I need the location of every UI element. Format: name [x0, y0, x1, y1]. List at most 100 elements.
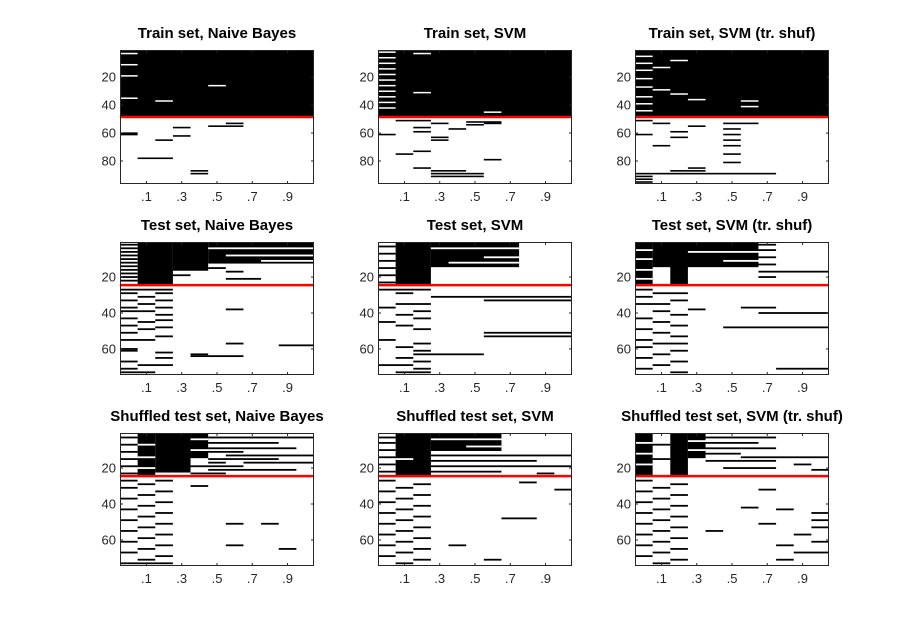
- filled-cell: [190, 485, 209, 487]
- filled-cell: [635, 175, 653, 178]
- filled-cell: [635, 346, 653, 349]
- y-tick-label: 40: [102, 496, 116, 511]
- subplot-title: Shuffled test set, Naive Bayes: [110, 408, 323, 425]
- filled-cell: [155, 139, 173, 141]
- empty-cell: [208, 247, 314, 250]
- x-tick-label: .5: [727, 571, 738, 586]
- filled-cell: [740, 306, 777, 309]
- filled-block: [172, 242, 209, 271]
- y-tick-label: 20: [360, 270, 374, 285]
- filled-cell: [635, 339, 653, 341]
- filled-cell: [758, 488, 777, 491]
- filled-cell: [225, 277, 262, 280]
- filled-cell: [378, 281, 396, 284]
- filled-cell: [705, 441, 759, 444]
- x-tick-label: .5: [212, 571, 223, 586]
- filled-cell: [208, 450, 244, 453]
- empty-cell: [635, 268, 653, 271]
- filled-cell: [430, 295, 572, 298]
- filled-cell: [137, 526, 156, 529]
- filled-cell: [120, 299, 138, 302]
- filled-cell: [811, 512, 829, 514]
- filled-cell: [652, 122, 671, 125]
- x-tick-label: .3: [176, 189, 187, 204]
- y-tick-label: 40: [360, 496, 374, 511]
- filled-cell: [120, 339, 156, 341]
- empty-cell: [137, 467, 156, 469]
- filled-cell: [652, 519, 671, 522]
- filled-cell: [652, 443, 671, 446]
- filled-cell: [670, 299, 688, 302]
- filled-cell: [635, 490, 653, 493]
- filled-cell: [155, 512, 173, 514]
- filled-cell: [652, 144, 671, 147]
- subplot-2: Train set, SVM 20 40 60 80 .1 .3 .5 .7 .9: [360, 25, 572, 204]
- x-tick-label: .7: [247, 571, 258, 586]
- filled-cell: [120, 551, 138, 554]
- filled-cell: [208, 267, 226, 269]
- filled-cell: [670, 526, 688, 529]
- x-tick-label: .1: [399, 189, 410, 204]
- filled-cell: [793, 533, 812, 536]
- filled-cell: [740, 506, 759, 509]
- filled-cell: [705, 452, 741, 455]
- filled-cell: [395, 303, 431, 305]
- filled-cell: [225, 544, 244, 547]
- filled-cell: [635, 295, 653, 298]
- filled-block: [395, 242, 431, 286]
- filled-cell: [413, 360, 431, 363]
- filled-cell: [413, 349, 431, 352]
- filled-cell: [670, 324, 688, 327]
- filled-cell: [652, 364, 671, 367]
- filled-cell: [793, 551, 829, 554]
- filled-cell: [670, 335, 688, 338]
- y-tick-label: 80: [360, 153, 374, 168]
- filled-cell: [483, 558, 502, 561]
- filled-block: [652, 242, 759, 268]
- empty-cell: [635, 452, 653, 455]
- empty-cell: [635, 77, 653, 80]
- filled-cell: [687, 125, 706, 127]
- empty-cell: [137, 443, 156, 446]
- filled-cell: [395, 119, 431, 122]
- filled-cell: [378, 533, 396, 536]
- empty-cell: [483, 256, 520, 259]
- heatmap-cells: [120, 433, 314, 565]
- x-tick-label: .1: [656, 189, 667, 204]
- filled-cell: [261, 522, 279, 525]
- y-tick-label: 40: [360, 305, 374, 320]
- filled-cell: [776, 558, 794, 561]
- empty-cell: [723, 259, 759, 262]
- filled-cell: [378, 267, 396, 269]
- filled-cell: [120, 133, 138, 136]
- filled-cell: [120, 472, 138, 475]
- empty-cell: [635, 62, 653, 65]
- filled-cell: [670, 170, 706, 172]
- filled-cell: [378, 512, 396, 514]
- subplot-title: Shuffled test set, SVM: [396, 408, 554, 425]
- filled-cell: [413, 342, 431, 345]
- empty-cell: [740, 105, 759, 108]
- filled-cell: [208, 125, 244, 127]
- filled-cell: [378, 470, 396, 473]
- filled-cell: [723, 161, 741, 164]
- y-tick-label: 60: [360, 532, 374, 547]
- filled-cell: [652, 530, 671, 532]
- filled-cell: [635, 367, 653, 370]
- filled-cell: [670, 130, 688, 133]
- heatmap-cells: [378, 242, 572, 374]
- filled-cell: [395, 346, 414, 349]
- filled-cell: [670, 504, 688, 507]
- empty-cell: [670, 93, 688, 95]
- filled-cell: [120, 349, 138, 352]
- filled-cell: [811, 519, 829, 522]
- filled-cell: [120, 292, 138, 295]
- empty-cell: [378, 79, 396, 81]
- y-tick-label: 20: [360, 461, 374, 476]
- filled-cell: [137, 515, 156, 518]
- filled-cell: [395, 551, 414, 554]
- filled-cell: [378, 133, 396, 136]
- filled-cell: [705, 436, 777, 439]
- filled-cell: [413, 558, 431, 561]
- empty-cell: [378, 101, 396, 104]
